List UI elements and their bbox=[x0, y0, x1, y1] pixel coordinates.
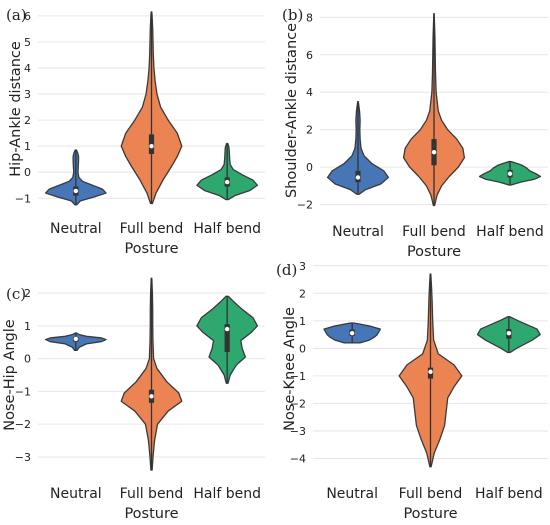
x-tick-label: Neutral bbox=[332, 224, 384, 240]
y-tick-label: −1 bbox=[290, 370, 306, 383]
y-tick-label: −1 bbox=[15, 192, 31, 205]
y-tick-label: −1 bbox=[15, 385, 31, 398]
violin-median-dot bbox=[73, 188, 79, 194]
y-tick-label: 4 bbox=[306, 86, 313, 99]
panel-label: (c) bbox=[6, 285, 26, 303]
chart-panel-2: −2 0 2 4 6 8 Neutral Full bend Half bend Posture S… bbox=[282, 6, 548, 260]
y-tick-label: −2 bbox=[290, 397, 306, 410]
y-tick-label: 2 bbox=[306, 124, 313, 137]
y-tick-label: 5 bbox=[24, 36, 31, 49]
violin-median-dot bbox=[506, 331, 512, 336]
y-tick-label: 1 bbox=[24, 320, 31, 333]
x-tick-label: Half bend bbox=[193, 486, 261, 502]
x-tick-label: Full bend bbox=[399, 486, 463, 502]
x-axis-title: Posture bbox=[124, 241, 178, 257]
violin-iqr-box bbox=[224, 324, 230, 353]
x-tick-label: Neutral bbox=[50, 221, 102, 237]
violin-median-dot bbox=[149, 394, 154, 399]
violin-median-dot bbox=[349, 331, 355, 336]
y-tick-label: 3 bbox=[299, 260, 306, 273]
y-axis-title: Hip-Ankle distance bbox=[8, 41, 24, 177]
y-tick-label: −3 bbox=[15, 451, 31, 464]
chart-panel-4: −4 −3 −2 −1 0 1 2 3 Neutral Full bend Half bend Pos… bbox=[276, 260, 548, 522]
chart-panel-3: −3 −2 −1 0 1 2 Neutral Full bend Half bend Postur… bbox=[2, 277, 265, 522]
panel-label: (b) bbox=[282, 6, 303, 24]
x-axis-title: Posture bbox=[407, 244, 461, 260]
violin-median-dot bbox=[428, 369, 433, 374]
x-tick-label: Full bend bbox=[120, 221, 184, 237]
x-axis-title: Posture bbox=[403, 506, 457, 522]
y-tick-label: −3 bbox=[290, 425, 306, 438]
y-axis-title: Shoulder-Ankle distance bbox=[284, 23, 300, 198]
y-tick-label: 0 bbox=[306, 161, 313, 174]
y-tick-label: −2 bbox=[15, 418, 31, 431]
x-tick-label: Half bend bbox=[193, 221, 261, 237]
violin-median-dot bbox=[149, 143, 154, 149]
y-tick-label: −4 bbox=[290, 452, 306, 465]
x-tick-label: Neutral bbox=[50, 486, 102, 502]
y-tick-label: 1 bbox=[299, 315, 306, 328]
violin-median-dot bbox=[507, 171, 513, 176]
x-tick-label: Full bend bbox=[402, 224, 466, 240]
y-tick-label: 1 bbox=[24, 140, 31, 153]
y-tick-label: 3 bbox=[24, 88, 31, 101]
violin-median-dot bbox=[355, 175, 361, 180]
y-tick-label: −2 bbox=[297, 199, 313, 212]
y-tick-label: 8 bbox=[306, 11, 313, 24]
violin-median-dot bbox=[431, 149, 437, 155]
y-tick-label: 0 bbox=[24, 353, 31, 366]
y-tick-label: 6 bbox=[306, 49, 313, 62]
violin-median-dot bbox=[73, 336, 79, 342]
x-axis-title: Posture bbox=[124, 506, 178, 522]
y-tick-label: 2 bbox=[299, 287, 306, 300]
y-tick-label: 2 bbox=[24, 114, 31, 127]
y-axis-title: Nose-Hip Angle bbox=[2, 319, 18, 431]
x-tick-label: Full bend bbox=[120, 486, 184, 502]
x-tick-label: Neutral bbox=[326, 486, 378, 502]
y-tick-label: 2 bbox=[24, 287, 31, 300]
panel-label: (d) bbox=[276, 261, 297, 279]
y-tick-label: 6 bbox=[24, 10, 31, 23]
x-tick-label: Half bend bbox=[476, 224, 544, 240]
y-tick-label: 0 bbox=[24, 166, 31, 179]
violin-median-dot bbox=[224, 179, 230, 185]
violin-median-dot bbox=[224, 326, 230, 332]
y-tick-label: 0 bbox=[299, 342, 306, 355]
y-tick-label: 4 bbox=[24, 62, 31, 75]
y-axis-title: Nose-Knee Angle bbox=[282, 307, 298, 431]
panel-label: (a) bbox=[6, 6, 27, 24]
chart-panel-1: −1 0 1 2 3 4 5 6 Neutral Full bend Half bend Postur… bbox=[6, 6, 265, 257]
x-tick-label: Half bend bbox=[475, 486, 543, 502]
